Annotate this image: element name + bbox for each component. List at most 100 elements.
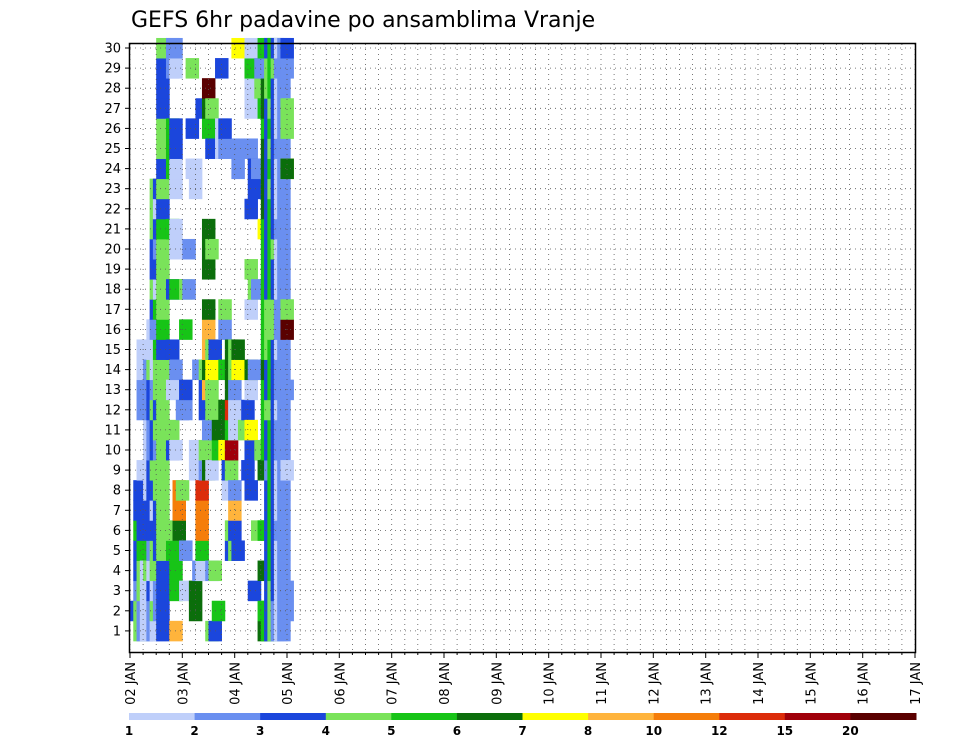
heatmap-cell bbox=[280, 158, 294, 180]
x-tick-label: 15 JAN bbox=[804, 662, 819, 705]
legend-label: 20 bbox=[842, 724, 859, 738]
heatmap-cell bbox=[201, 118, 216, 139]
heatmap-cell bbox=[201, 78, 216, 99]
heatmap-cell bbox=[280, 460, 294, 481]
heatmap-cell bbox=[205, 238, 219, 260]
heatmap-cell bbox=[165, 540, 180, 561]
heatmap-cell bbox=[231, 158, 245, 180]
y-tick-label: 19 bbox=[104, 263, 121, 278]
x-tick-label: 03 JAN bbox=[176, 662, 191, 705]
y-tick-label: 23 bbox=[104, 182, 121, 197]
heatmap-cell bbox=[156, 399, 170, 421]
y-tick-label: 7 bbox=[113, 504, 121, 519]
heatmap-cell bbox=[228, 500, 242, 521]
legend-color-swatch bbox=[719, 713, 786, 720]
y-axis: 1234567891011121314151617181920212223242… bbox=[104, 42, 130, 639]
heatmap-cell bbox=[277, 500, 291, 521]
y-tick-label: 13 bbox=[104, 383, 121, 398]
heatmap-cell bbox=[277, 480, 291, 501]
heatmap-cell bbox=[211, 419, 226, 441]
heatmap-cell bbox=[205, 359, 219, 381]
y-tick-label: 17 bbox=[104, 303, 121, 318]
legend-color-swatch bbox=[850, 713, 917, 720]
heatmap-cell bbox=[156, 460, 170, 481]
heatmap-cell bbox=[172, 520, 186, 541]
chart-title: GEFS 6hr padavine po ansamblima Vranje bbox=[131, 8, 595, 33]
x-tick-label: 16 JAN bbox=[857, 662, 872, 705]
x-tick-label: 05 JAN bbox=[281, 662, 296, 705]
heatmap-cell bbox=[277, 279, 291, 300]
heatmap-cell bbox=[228, 399, 242, 421]
heatmap-cell bbox=[156, 259, 170, 280]
legend-label: 3 bbox=[256, 724, 264, 738]
heatmap-cell bbox=[280, 98, 294, 119]
y-tick-label: 18 bbox=[104, 283, 121, 298]
x-tick-label: 06 JAN bbox=[333, 662, 348, 705]
heatmap-cell bbox=[156, 78, 170, 99]
legend-color-swatch bbox=[456, 713, 523, 720]
legend-label: 5 bbox=[387, 724, 395, 738]
x-tick-label: 13 JAN bbox=[700, 662, 715, 705]
heatmap-cell bbox=[277, 78, 291, 99]
heatmap-cell bbox=[156, 620, 170, 642]
heatmap-cell bbox=[195, 500, 209, 521]
y-tick-label: 9 bbox=[113, 464, 121, 479]
y-tick-label: 16 bbox=[104, 323, 121, 338]
x-tick-label: 14 JAN bbox=[752, 662, 767, 705]
heatmap-cell bbox=[205, 379, 219, 401]
heatmap-cell bbox=[277, 218, 291, 240]
heatmap-cell bbox=[277, 238, 291, 260]
legend-label: 4 bbox=[322, 724, 330, 738]
y-tick-label: 20 bbox=[104, 243, 121, 258]
heatmap-cell bbox=[277, 359, 291, 381]
heatmap-cell bbox=[215, 58, 229, 79]
heatmap-cell bbox=[277, 399, 291, 421]
y-tick-label: 26 bbox=[104, 122, 121, 137]
heatmap-cell bbox=[156, 178, 170, 200]
x-tick-label: 07 JAN bbox=[386, 662, 401, 705]
heatmap-cell bbox=[277, 540, 291, 561]
y-tick-label: 30 bbox=[104, 42, 121, 57]
heatmap-cell bbox=[156, 560, 170, 582]
heatmap-cell bbox=[165, 419, 180, 441]
y-tick-label: 25 bbox=[104, 142, 121, 157]
legend-color-swatch bbox=[588, 713, 655, 720]
heatmap-cell bbox=[156, 580, 170, 602]
heatmap-cell bbox=[185, 118, 200, 139]
heatmap-cell bbox=[277, 339, 291, 360]
heatmap-cell bbox=[277, 259, 291, 280]
heatmap-cell bbox=[280, 37, 294, 59]
heatmap-cell bbox=[156, 319, 170, 340]
y-tick-label: 15 bbox=[104, 343, 121, 358]
heatmap-cell bbox=[280, 600, 294, 622]
heatmap-cell bbox=[205, 98, 219, 119]
legend-label: 6 bbox=[453, 724, 461, 738]
heatmap-cell bbox=[156, 600, 170, 622]
x-tick-label: 17 JAN bbox=[909, 662, 924, 705]
heatmap-cell bbox=[280, 58, 294, 79]
heatmap-cell bbox=[172, 500, 186, 521]
y-tick-label: 8 bbox=[113, 484, 121, 499]
heatmap-cell bbox=[247, 359, 262, 381]
legend-color-swatch bbox=[325, 713, 392, 720]
y-tick-label: 10 bbox=[104, 444, 121, 459]
heatmap-cell bbox=[156, 299, 170, 320]
legend-label: 2 bbox=[190, 724, 198, 738]
legend-color-swatch bbox=[194, 713, 261, 720]
legend-label: 15 bbox=[776, 724, 793, 738]
heatmap-cell bbox=[224, 460, 239, 481]
heatmap-cell bbox=[244, 480, 258, 501]
y-tick-label: 27 bbox=[104, 102, 121, 117]
color-legend: 1 2 3 4 5 6 7 8 10 12 15 20 bbox=[125, 713, 917, 738]
heatmap-cell bbox=[224, 439, 239, 461]
legend-color-swatch bbox=[653, 713, 720, 720]
y-tick-label: 6 bbox=[113, 524, 121, 539]
y-tick-label: 1 bbox=[113, 624, 121, 639]
heatmap-cell bbox=[156, 198, 170, 220]
x-axis: 02 JAN 03 JAN 04 JAN 05 JAN 06 JAN 07 JAN 08 J… bbox=[124, 652, 924, 705]
legend-label: 8 bbox=[584, 724, 592, 738]
x-tick-label: 09 JAN bbox=[490, 662, 505, 705]
y-tick-label: 12 bbox=[104, 403, 121, 418]
heatmap-cell bbox=[211, 600, 226, 622]
